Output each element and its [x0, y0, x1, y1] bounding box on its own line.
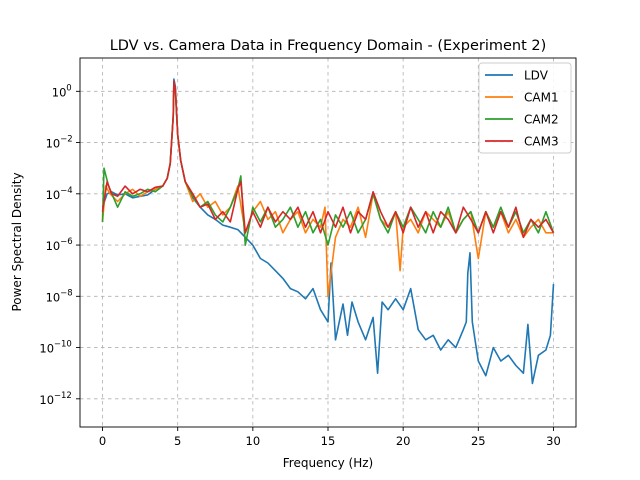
y-tick-label-exponent: −8	[60, 288, 73, 298]
y-tick-label-base: 10	[46, 239, 61, 253]
legend-box	[478, 62, 572, 154]
chart-title: LDV vs. Camera Data in Frequency Domain …	[110, 38, 547, 54]
x-tick-label: 15	[321, 434, 336, 448]
x-tick-label: 30	[546, 434, 561, 448]
series-line-cam3	[101, 80, 555, 239]
y-tick-label-exponent: 0	[66, 83, 71, 93]
y-axis-label: Power Spectral Density	[10, 172, 24, 311]
legend-label-cam3: CAM3	[524, 135, 559, 149]
y-tick-label-base: 10	[46, 290, 61, 304]
series-lines	[101, 78, 555, 385]
x-axis-ticks: 0 5 10 15 20 25 30	[99, 427, 561, 448]
x-tick-label: 25	[471, 434, 486, 448]
x-tick-label: 10	[246, 434, 261, 448]
y-tick-label-base: 10	[52, 85, 67, 99]
y-tick-label-exponent: −2	[60, 135, 73, 145]
legend-label-cam2: CAM2	[524, 113, 559, 127]
x-tick-label: 5	[174, 434, 181, 448]
y-tick-label-base: 10	[39, 342, 54, 356]
y-tick-label-exponent: −12	[54, 391, 72, 401]
y-tick-label-exponent: −6	[60, 237, 73, 247]
x-tick-label: 0	[99, 434, 106, 448]
legend-label-ldv: LDV	[524, 69, 549, 83]
y-tick-label-exponent: −10	[54, 340, 72, 350]
y-tick-label-base: 10	[46, 188, 61, 202]
y-tick-label-base: 10	[46, 137, 61, 151]
legend-label-cam1: CAM1	[524, 91, 559, 105]
legend: LDV CAM1 CAM2 CAM3	[478, 62, 572, 154]
y-tick-label-base: 10	[39, 393, 54, 407]
x-axis-label: Frequency (Hz)	[283, 456, 374, 470]
x-tick-label: 20	[396, 434, 411, 448]
y-tick-label-exponent: −4	[60, 186, 73, 196]
legend-items: LDV CAM1 CAM2 CAM3	[485, 69, 559, 149]
